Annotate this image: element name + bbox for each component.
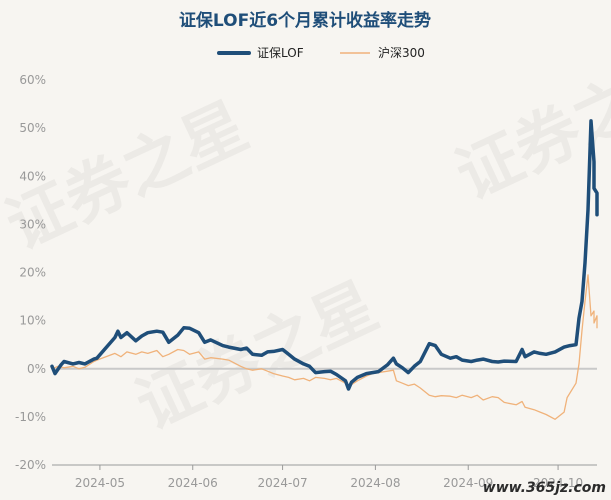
y-tick-label: 30% bbox=[19, 217, 46, 231]
watermark: 证券之星 bbox=[445, 39, 611, 214]
x-axis: 2024-05 2024-06 2024-07 2024-08 2024-09 2024-… bbox=[75, 465, 583, 490]
series-line-csi300 bbox=[51, 274, 598, 420]
y-tick-label: 10% bbox=[19, 314, 46, 328]
y-tick-label: 0% bbox=[27, 362, 46, 376]
y-tick-label: 40% bbox=[19, 169, 46, 183]
y-tick-label: 60% bbox=[19, 73, 46, 87]
x-tick-label: 2024-05 bbox=[75, 476, 125, 490]
source-watermark: www.365jz.com bbox=[483, 480, 606, 496]
x-tick-label: 2024-09 bbox=[443, 476, 493, 490]
watermark-layer: 证券之星 证券之星 证券之星 bbox=[0, 39, 611, 444]
series-layer bbox=[50, 119, 599, 420]
x-tick-label: 2024-07 bbox=[258, 476, 308, 490]
legend: 证保LOF 沪深300 bbox=[217, 46, 425, 60]
x-tick-label: 2024-08 bbox=[350, 476, 400, 490]
legend-label-series-1: 证保LOF bbox=[257, 46, 304, 60]
series-line-zhengbao-lof bbox=[50, 119, 599, 391]
legend-label-series-2: 沪深300 bbox=[378, 46, 425, 60]
y-axis: 60% 50% 40% 30% 20% 10% 0% -10% -20% bbox=[15, 73, 46, 472]
y-tick-label: -20% bbox=[15, 458, 46, 472]
y-tick-label: 50% bbox=[19, 121, 46, 135]
x-tick-label: 2024-10 bbox=[533, 476, 583, 490]
y-tick-label: -10% bbox=[15, 410, 46, 424]
y-tick-label: 20% bbox=[19, 266, 46, 280]
chart-title: 证保LOF近6个月累计收益率走势 bbox=[179, 10, 431, 31]
x-tick-label: 2024-06 bbox=[168, 476, 218, 490]
watermark: 证券之星 bbox=[125, 269, 388, 444]
